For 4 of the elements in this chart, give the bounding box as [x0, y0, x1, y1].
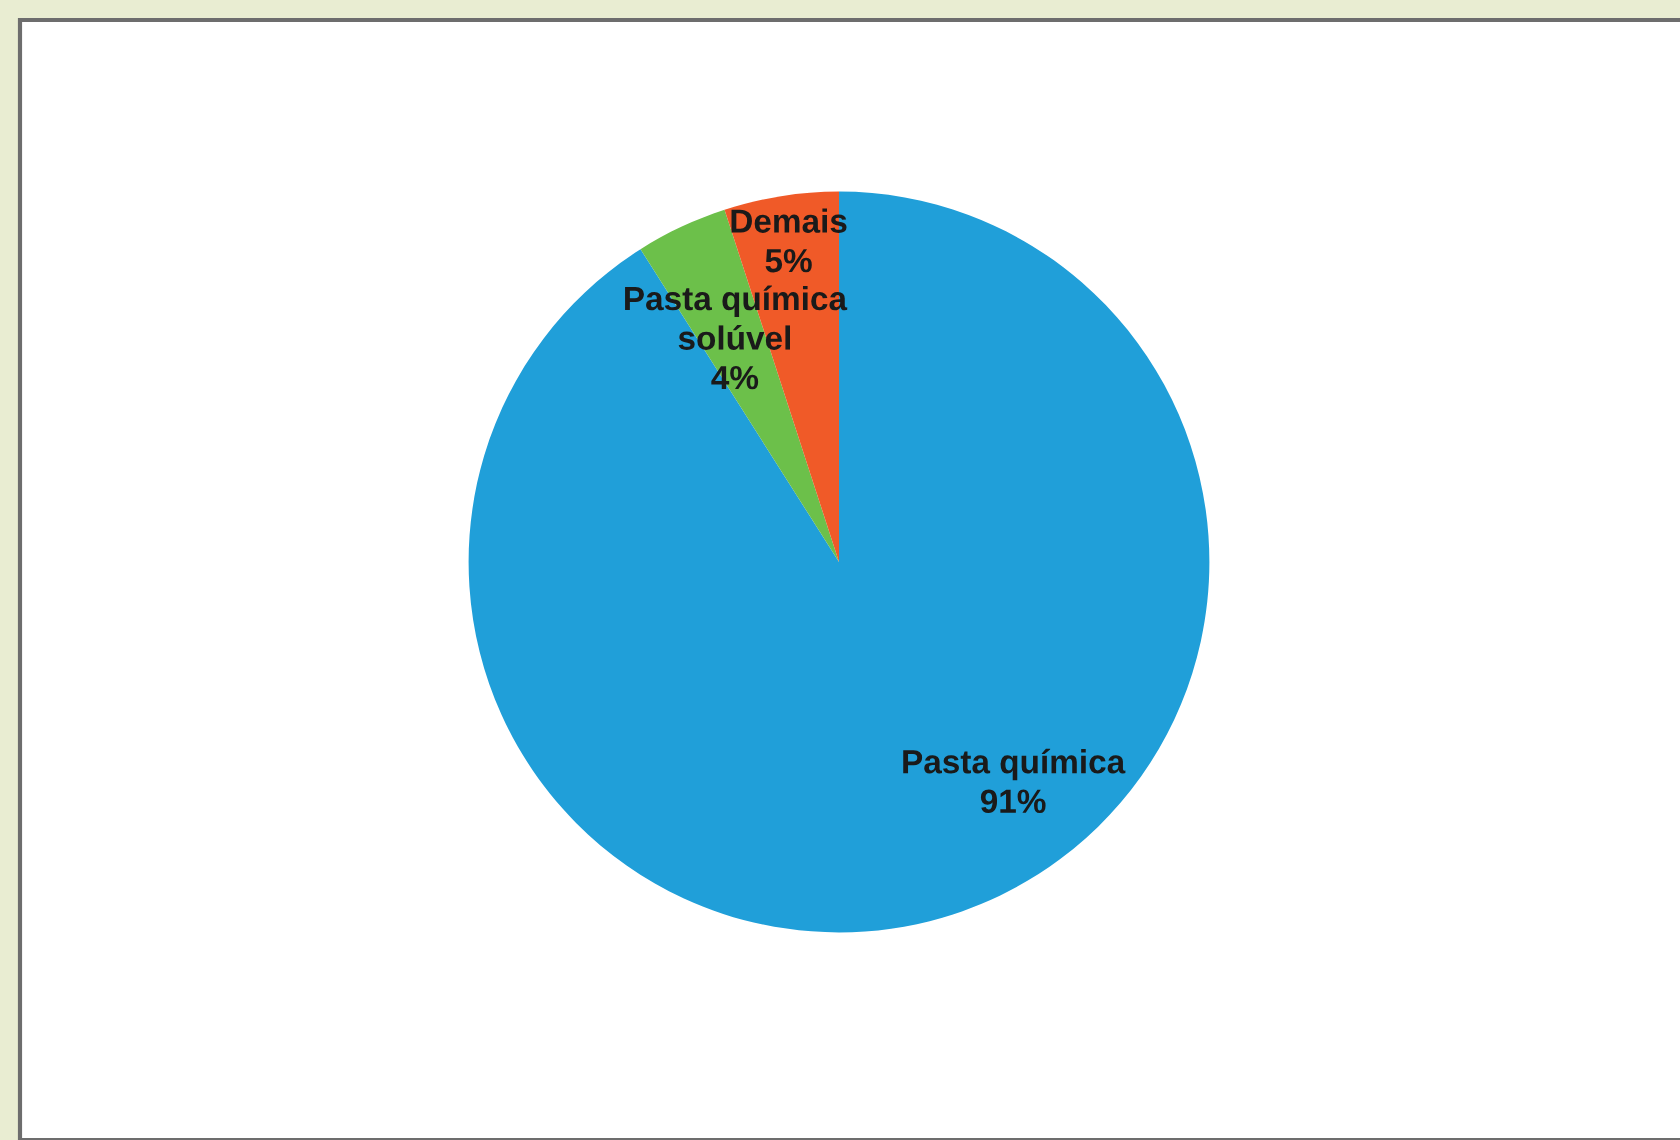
data-label: 91% — [980, 789, 1046, 814]
pie-slice — [468, 191, 1210, 933]
data-label: 5% — [765, 248, 812, 273]
slice-label: Pasta química — [903, 748, 1126, 781]
